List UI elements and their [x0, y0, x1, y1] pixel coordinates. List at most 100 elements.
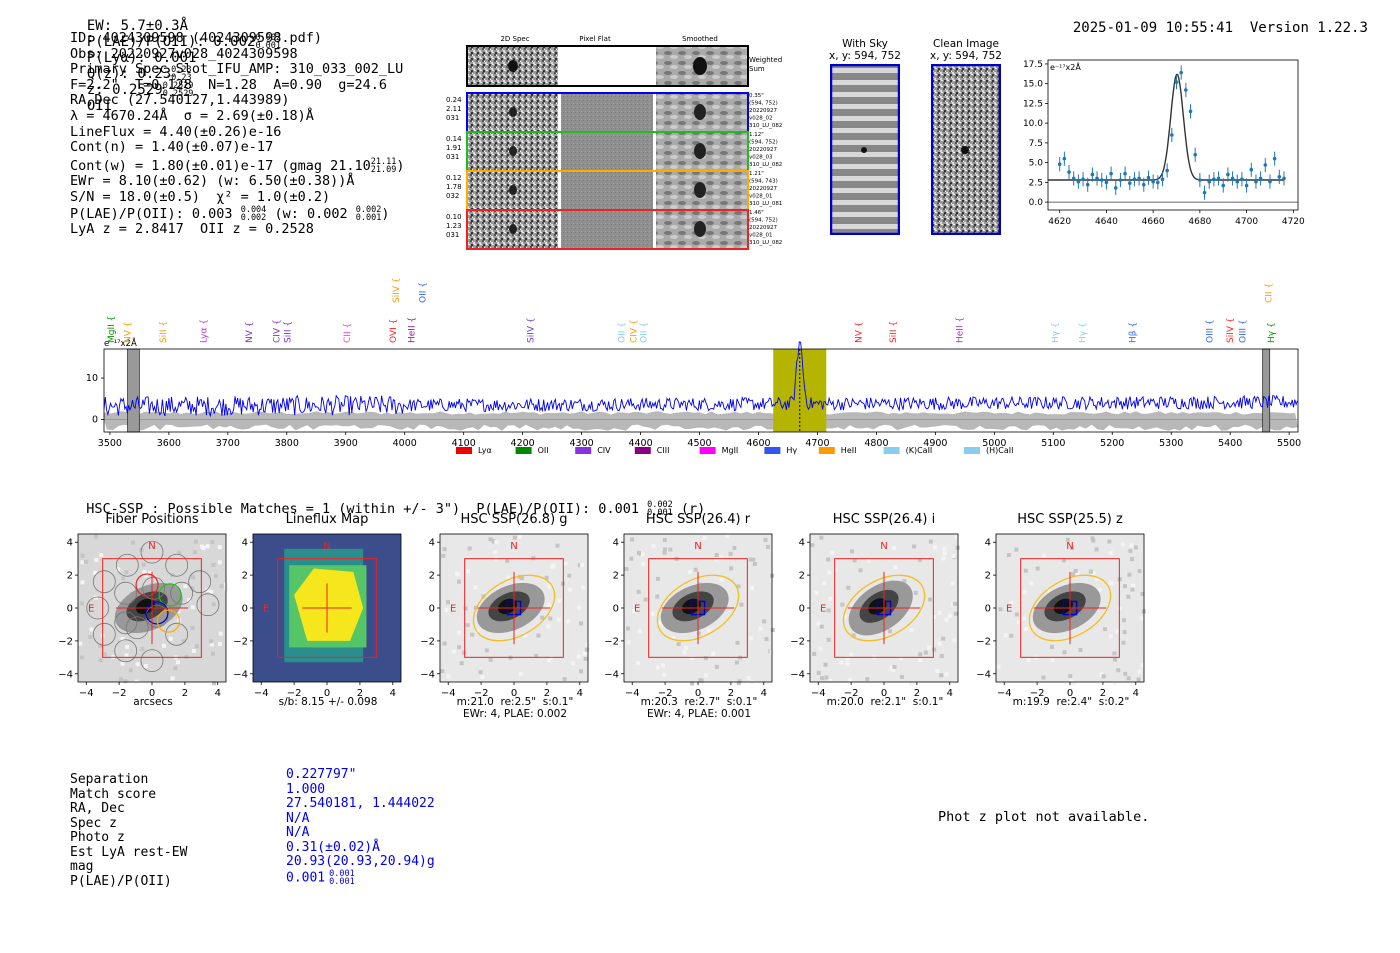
zoom-data-point: [1151, 179, 1155, 184]
weighted-2d-blob: [508, 60, 518, 72]
row-right-meta-line: (594, 743): [749, 179, 778, 185]
spec-error-band: [104, 411, 1298, 431]
panel-xtick-label: −2: [112, 688, 127, 699]
cutout-noise-pixel: [190, 605, 195, 610]
cutout-noise-pixel: [866, 558, 871, 563]
legend-label: MgII: [722, 446, 739, 455]
cutout-noise-pixel: [889, 665, 894, 670]
spec-axes-frame: [103, 348, 1299, 433]
search-box: [464, 558, 564, 658]
row-left-stat: 1.23: [446, 222, 462, 230]
zoom-data-point: [1249, 167, 1254, 172]
cutout-noise-pixel: [714, 664, 719, 669]
row-left-stats: 0.24 2.11 031: [446, 96, 462, 122]
row-left-stat: 031: [446, 153, 459, 161]
hsc-panel-title: Lineflux Map: [285, 512, 369, 527]
sky-stripe: [832, 212, 898, 217]
sky-stripe: [832, 92, 898, 97]
spec-xtick-label: 5300: [1159, 438, 1183, 449]
cutout-noise-pixel: [1123, 584, 1128, 589]
match-value: N/A: [286, 810, 310, 826]
row-right-meta-line: (594, 752): [749, 140, 778, 146]
panel-ytick-label: 2: [799, 571, 805, 582]
east-label: E: [820, 603, 826, 614]
cutout-noise-pixel: [893, 565, 898, 570]
header-bar: EW: 5.7±0.3Å P(LAE)/P(OII): 0.002 0.002 0.…: [70, 2, 770, 114]
cutout-noise-pixel: [944, 618, 949, 623]
cutout-noise-pixel: [83, 559, 88, 564]
panel-xtick-label: −2: [658, 688, 673, 699]
north-label: N: [1066, 541, 1073, 552]
match-value: 27.540181, 1.444022: [286, 796, 435, 811]
legend-label: (H)CaII: [986, 446, 1013, 455]
cutout-noise-pixel: [534, 653, 539, 658]
cutout-noise-pixel: [937, 611, 942, 616]
cutout-noise-pixel: [736, 681, 741, 686]
cutout-noise-pixel: [1129, 543, 1134, 548]
cutout-noise-pixel: [1009, 633, 1014, 638]
cutout-noise-pixel: [714, 558, 719, 563]
cutout-noise-pixel: [1103, 627, 1108, 632]
cutout-noise-pixel: [932, 615, 937, 620]
cutout-noise-pixel: [93, 595, 98, 600]
sky-stripe: [832, 68, 898, 73]
cutout-noise-pixel: [887, 629, 892, 634]
hsc-panel-caption: arcsecs: [133, 696, 173, 708]
cutout-noise-pixel: [135, 662, 140, 667]
cutout-noise-pixel: [584, 647, 589, 652]
zoom-data-point: [1165, 168, 1169, 173]
spec-xtick-label: 3700: [216, 438, 240, 449]
cutout-noise-pixel: [818, 646, 823, 651]
cutout-noise-pixel: [912, 544, 917, 549]
cutout-noise-pixel: [729, 566, 734, 571]
cutout-noise-pixel: [828, 678, 833, 683]
legend-label: CIII: [657, 446, 670, 455]
cutout-noise-pixel: [637, 628, 642, 633]
spec-line-label: OII {: [418, 282, 428, 303]
cutout-noise-pixel: [493, 550, 498, 555]
cutout-noise-pixel: [1108, 634, 1113, 639]
header-ew: EW: 5.7±0.3Å: [86, 18, 189, 34]
cutout-noise-pixel: [899, 674, 904, 679]
panel-ytick-label: −2: [58, 636, 73, 647]
cutout-noise-pixel: [209, 639, 214, 644]
cutout-noise-pixel: [1009, 600, 1014, 605]
panel-ytick-label: −4: [233, 669, 248, 680]
hsc-panel-caption: m:20.3 re:2.7" s:0.1" EWr: 4, PLAE: 0.00…: [640, 696, 758, 720]
zoom-xtick-label: 4680: [1188, 217, 1211, 227]
search-box: [834, 558, 934, 658]
cutout-noise-pixel: [1133, 545, 1138, 550]
panel-xtick-label: 0: [881, 688, 887, 699]
zoom-data-point: [1123, 171, 1127, 176]
cutout-noise-pixel: [750, 680, 755, 685]
row-left-stat: 031: [446, 231, 459, 239]
sky-stripe: [832, 128, 898, 133]
cutout-noise-pixel: [548, 616, 553, 621]
row-2d-blob: [509, 185, 517, 195]
spec-line-label: NV {: [124, 322, 134, 343]
detection-info: ID: 4024309598 (4024309598.pdf) Obs: 202…: [70, 30, 450, 238]
cutout-noise-pixel: [719, 577, 724, 582]
hsc-panel-caption: m:19.9 re:2.4" s:0.2": [1012, 696, 1130, 708]
panel-xtick-label: 2: [544, 688, 550, 699]
with-sky-image: [830, 64, 900, 235]
cutout-noise-pixel: [1075, 571, 1080, 576]
panel-ytick-label: 0: [613, 604, 619, 615]
zoom-data-point: [1198, 178, 1202, 182]
cutout-noise-pixel: [184, 654, 189, 659]
cutout-noise-pixel: [892, 664, 897, 669]
cutout-noise-pixel: [147, 570, 152, 575]
zoom-data-point: [1193, 152, 1197, 157]
info-id: ID: 4024309598 (4024309598.pdf): [70, 30, 322, 46]
zoom-data-point: [1127, 181, 1132, 185]
zoom-data-point: [1188, 109, 1193, 114]
spec-xtick-label: 5100: [1041, 438, 1065, 449]
cutout-noise-pixel: [706, 628, 711, 633]
cutout-noise-pixel: [193, 539, 198, 544]
spec-xtick-label: 4800: [864, 438, 888, 449]
fiber-circle: [170, 581, 194, 605]
cutout-noise-pixel: [1071, 572, 1076, 577]
cutout-noise-pixel: [711, 651, 716, 656]
weighted-sum-label: Weighted Sum: [749, 56, 782, 73]
row-left-stat: 031: [446, 114, 459, 122]
